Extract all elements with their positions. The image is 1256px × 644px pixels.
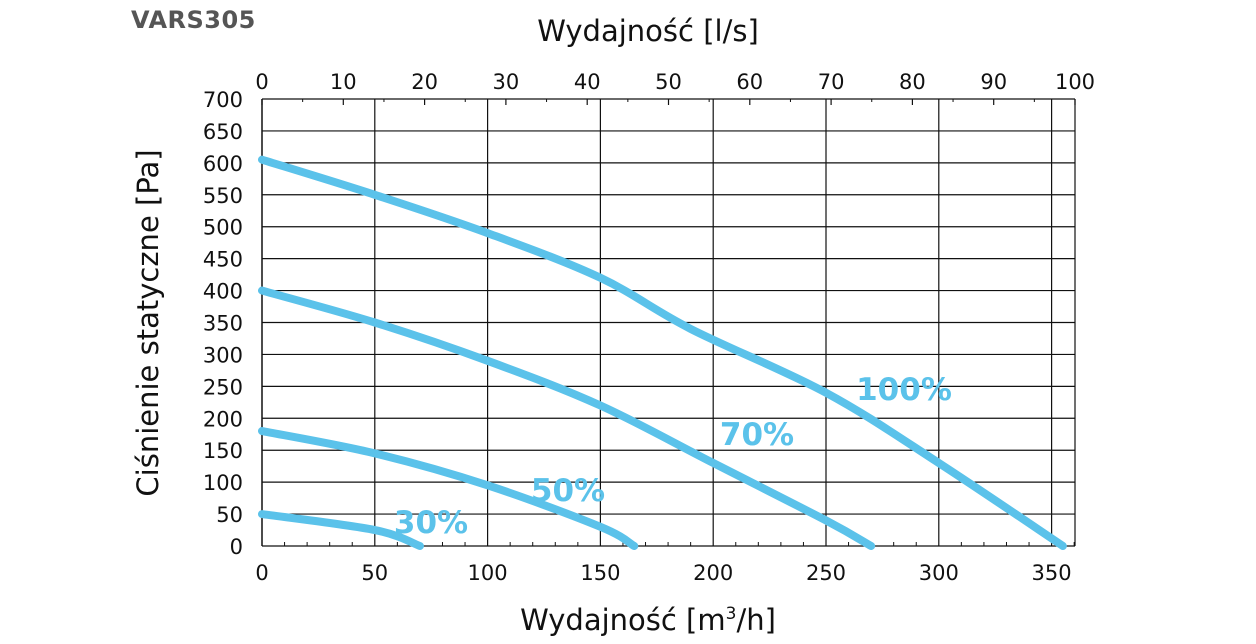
chart-series: 100% 70% 50% 30% — [258, 155, 1067, 550]
x-top-tick-label: 80 — [899, 70, 926, 94]
y-tick-label: 350 — [203, 312, 243, 336]
series-line-70pct — [258, 286, 876, 550]
x-top-tick-label: 30 — [493, 70, 520, 94]
x-bottom-tick-label: 0 — [255, 561, 268, 585]
x-top-tick-label: 100 — [1055, 70, 1095, 94]
y-tick-label: 500 — [203, 216, 243, 240]
x-top-tick-label: 40 — [574, 70, 601, 94]
x-top-tick-label: 10 — [330, 70, 357, 94]
chart-tick-labels: 0501001502002503003504004505005506006507… — [203, 70, 1095, 585]
x-top-tick-label: 90 — [980, 70, 1007, 94]
x-bottom-tick-label: 300 — [919, 561, 959, 585]
x-top-tick-label: 20 — [411, 70, 438, 94]
y-tick-label: 150 — [203, 439, 243, 463]
chart-grid — [261, 98, 1076, 547]
y-tick-label: 550 — [203, 184, 243, 208]
bottom-axis-title: Wydajność [m3/h] — [520, 603, 776, 637]
y-tick-label: 600 — [203, 152, 243, 176]
y-tick-label: 100 — [203, 471, 243, 495]
y-tick-label: 650 — [203, 120, 243, 144]
brand-title: VARS305 — [131, 6, 256, 34]
y-tick-label: 450 — [203, 248, 243, 272]
x-bottom-tick-label: 250 — [806, 561, 846, 585]
y-tick-label: 400 — [203, 280, 243, 304]
top-axis-title: Wydajność [l/s] — [537, 14, 759, 48]
x-top-tick-label: 50 — [655, 70, 682, 94]
x-top-tick-label: 0 — [255, 70, 268, 94]
y-tick-label: 700 — [203, 88, 243, 112]
y-tick-label: 0 — [230, 535, 243, 559]
y-tick-label: 300 — [203, 343, 243, 367]
x-top-tick-label: 70 — [818, 70, 845, 94]
series-label-30pct: 30% — [394, 505, 468, 541]
series-label-100pct: 100% — [856, 372, 952, 408]
y-tick-label: 200 — [203, 407, 243, 431]
series-line-50pct — [258, 427, 639, 550]
x-bottom-tick-label: 200 — [693, 561, 733, 585]
series-label-70pct: 70% — [720, 417, 794, 453]
y-axis-title: Ciśnienie statyczne [Pa] — [131, 149, 165, 496]
y-tick-label: 250 — [203, 375, 243, 399]
y-tick-label: 50 — [216, 503, 243, 527]
x-bottom-tick-label: 150 — [580, 561, 620, 585]
series-label-50pct: 50% — [531, 473, 605, 509]
x-bottom-tick-label: 350 — [1032, 561, 1072, 585]
x-bottom-tick-label: 100 — [468, 561, 508, 585]
series-line-100pct — [258, 155, 1067, 550]
x-top-tick-label: 60 — [736, 70, 763, 94]
x-bottom-tick-label: 50 — [361, 561, 388, 585]
series-line-30pct — [258, 510, 424, 550]
